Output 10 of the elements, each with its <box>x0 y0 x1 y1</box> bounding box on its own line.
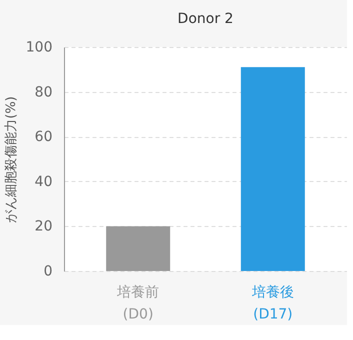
chart-title: Donor 2 <box>178 11 234 27</box>
y-axis-title: がん細胞殺傷能力(%) <box>4 96 19 223</box>
y-tick-label: 60 <box>34 129 52 146</box>
y-tick-label: 20 <box>34 218 52 235</box>
y-tick-label: 100 <box>26 40 52 56</box>
x-tick-label: 培養前 (D0) <box>116 284 160 322</box>
y-tick-label: 80 <box>34 84 52 100</box>
x-tick-label: 培養後 (D17) <box>250 284 294 322</box>
y-tick-label: 40 <box>34 174 52 190</box>
y-tick-label: 0 <box>44 264 52 280</box>
